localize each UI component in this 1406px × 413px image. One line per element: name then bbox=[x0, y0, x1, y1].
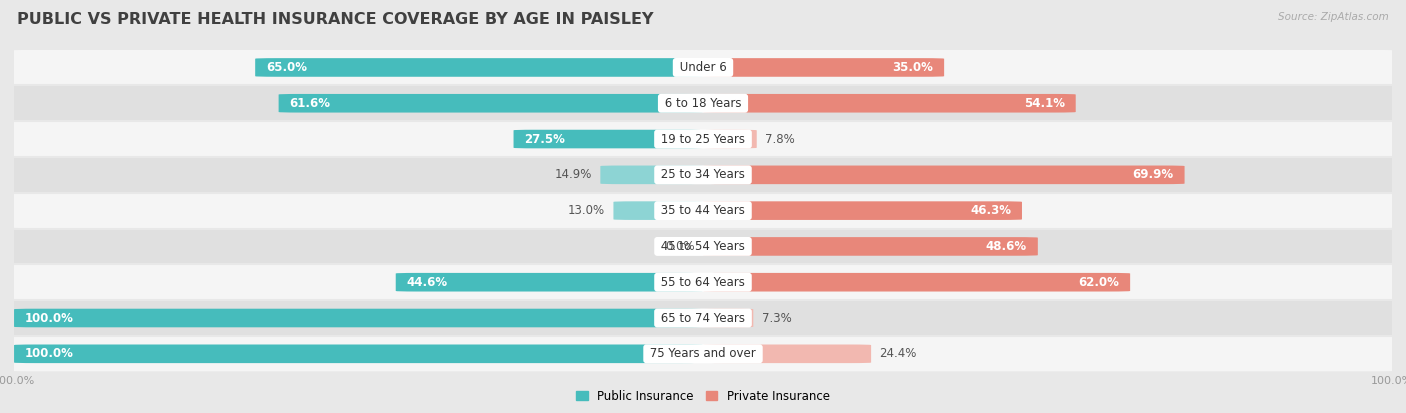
FancyBboxPatch shape bbox=[7, 336, 1399, 371]
Text: 6 to 18 Years: 6 to 18 Years bbox=[661, 97, 745, 110]
Text: 0.0%: 0.0% bbox=[665, 240, 695, 253]
FancyBboxPatch shape bbox=[14, 344, 703, 363]
Text: 75 Years and over: 75 Years and over bbox=[647, 347, 759, 360]
Text: 27.5%: 27.5% bbox=[524, 133, 565, 145]
FancyBboxPatch shape bbox=[703, 237, 1038, 256]
FancyBboxPatch shape bbox=[14, 309, 703, 328]
FancyBboxPatch shape bbox=[600, 166, 703, 184]
FancyBboxPatch shape bbox=[703, 58, 945, 77]
FancyBboxPatch shape bbox=[256, 58, 703, 77]
Text: 62.0%: 62.0% bbox=[1078, 276, 1119, 289]
FancyBboxPatch shape bbox=[7, 121, 1399, 157]
Text: 61.6%: 61.6% bbox=[290, 97, 330, 110]
Text: 48.6%: 48.6% bbox=[986, 240, 1026, 253]
FancyBboxPatch shape bbox=[703, 166, 1185, 184]
Text: 14.9%: 14.9% bbox=[555, 169, 592, 181]
Text: 25 to 34 Years: 25 to 34 Years bbox=[657, 169, 749, 181]
Text: 65.0%: 65.0% bbox=[266, 61, 308, 74]
Text: 45 to 54 Years: 45 to 54 Years bbox=[657, 240, 749, 253]
Text: 69.9%: 69.9% bbox=[1132, 169, 1174, 181]
Text: 19 to 25 Years: 19 to 25 Years bbox=[657, 133, 749, 145]
Text: 35 to 44 Years: 35 to 44 Years bbox=[657, 204, 749, 217]
FancyBboxPatch shape bbox=[395, 273, 703, 292]
FancyBboxPatch shape bbox=[703, 344, 872, 363]
FancyBboxPatch shape bbox=[703, 130, 756, 148]
Text: PUBLIC VS PRIVATE HEALTH INSURANCE COVERAGE BY AGE IN PAISLEY: PUBLIC VS PRIVATE HEALTH INSURANCE COVER… bbox=[17, 12, 654, 27]
FancyBboxPatch shape bbox=[703, 273, 1130, 292]
FancyBboxPatch shape bbox=[513, 130, 703, 148]
FancyBboxPatch shape bbox=[703, 309, 754, 328]
Text: 44.6%: 44.6% bbox=[406, 276, 449, 289]
Text: 54.1%: 54.1% bbox=[1024, 97, 1064, 110]
Text: 55 to 64 Years: 55 to 64 Years bbox=[657, 276, 749, 289]
Text: 24.4%: 24.4% bbox=[879, 347, 917, 360]
FancyBboxPatch shape bbox=[7, 50, 1399, 85]
Legend: Public Insurance, Private Insurance: Public Insurance, Private Insurance bbox=[571, 385, 835, 408]
Text: 35.0%: 35.0% bbox=[893, 61, 934, 74]
FancyBboxPatch shape bbox=[703, 201, 1022, 220]
FancyBboxPatch shape bbox=[7, 265, 1399, 300]
Text: 7.8%: 7.8% bbox=[765, 133, 794, 145]
Text: 100.0%: 100.0% bbox=[25, 311, 75, 325]
FancyBboxPatch shape bbox=[7, 86, 1399, 121]
FancyBboxPatch shape bbox=[7, 193, 1399, 228]
FancyBboxPatch shape bbox=[613, 201, 703, 220]
Text: 100.0%: 100.0% bbox=[25, 347, 75, 360]
FancyBboxPatch shape bbox=[7, 301, 1399, 335]
Text: 46.3%: 46.3% bbox=[970, 204, 1011, 217]
FancyBboxPatch shape bbox=[7, 229, 1399, 264]
Text: Under 6: Under 6 bbox=[676, 61, 730, 74]
FancyBboxPatch shape bbox=[278, 94, 703, 113]
Text: 7.3%: 7.3% bbox=[762, 311, 792, 325]
FancyBboxPatch shape bbox=[703, 94, 1076, 113]
FancyBboxPatch shape bbox=[7, 157, 1399, 192]
Text: 65 to 74 Years: 65 to 74 Years bbox=[657, 311, 749, 325]
Text: Source: ZipAtlas.com: Source: ZipAtlas.com bbox=[1278, 12, 1389, 22]
Text: 13.0%: 13.0% bbox=[568, 204, 605, 217]
